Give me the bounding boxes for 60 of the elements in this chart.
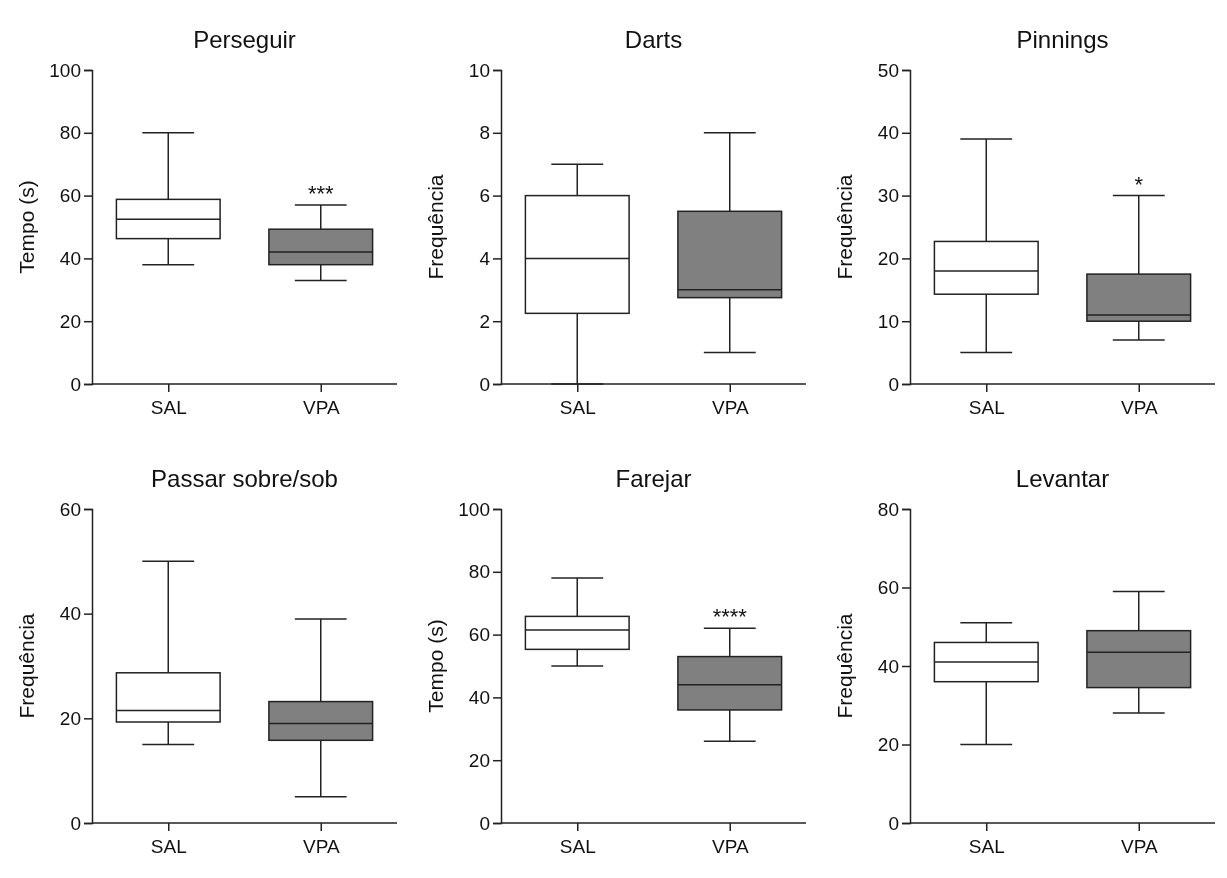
y-tick-label: 0 bbox=[479, 373, 490, 395]
y-tick-label: 40 bbox=[59, 603, 81, 625]
chart-title: Levantar bbox=[1015, 465, 1110, 492]
x-tick-label: VPA bbox=[1120, 836, 1158, 857]
y-tick-label: 6 bbox=[479, 185, 490, 207]
x-tick-label: SAL bbox=[150, 836, 187, 857]
y-tick-label: 20 bbox=[59, 707, 81, 729]
y-axis-title: Tempo (s) bbox=[424, 619, 447, 713]
chart-title: Passar sobre/sob bbox=[151, 465, 338, 492]
y-tick-label: 2 bbox=[479, 310, 490, 332]
y-tick-label: 0 bbox=[70, 812, 81, 834]
x-tick-label: SAL bbox=[559, 397, 596, 418]
y-axis-title: Frequência bbox=[833, 613, 856, 719]
x-tick-label: VPA bbox=[711, 836, 749, 857]
chart-title: Darts bbox=[624, 26, 683, 53]
annotation: **** bbox=[712, 604, 748, 630]
y-tick-label: 40 bbox=[877, 655, 899, 677]
y-axis-title: Frequência bbox=[15, 613, 38, 719]
y-axis-title: Frequência bbox=[424, 174, 447, 280]
y-tick-label: 4 bbox=[479, 247, 491, 269]
x-tick-label: VPA bbox=[302, 836, 340, 857]
x-tick-label: SAL bbox=[150, 397, 187, 418]
y-tick-label: 100 bbox=[458, 498, 490, 520]
y-tick-label: 50 bbox=[877, 59, 899, 81]
y-axis-title: Tempo (s) bbox=[15, 180, 38, 274]
y-tick-label: 40 bbox=[877, 122, 899, 144]
y-tick-label: 100 bbox=[49, 59, 81, 81]
chart-title: Pinnings bbox=[1016, 26, 1109, 53]
y-tick-label: 60 bbox=[59, 185, 81, 207]
x-tick-label: SAL bbox=[968, 397, 1005, 418]
y-tick-label: 0 bbox=[888, 373, 899, 395]
y-tick-label: 40 bbox=[59, 247, 81, 269]
y-tick-label: 40 bbox=[468, 686, 490, 708]
chart-title: Perseguir bbox=[193, 26, 296, 53]
y-tick-label: 20 bbox=[59, 310, 81, 332]
x-tick-label: SAL bbox=[559, 836, 596, 857]
y-tick-label: 8 bbox=[479, 122, 490, 144]
annotation: * bbox=[1134, 171, 1144, 197]
y-tick-label: 10 bbox=[468, 59, 490, 81]
y-tick-label: 80 bbox=[468, 561, 490, 583]
y-tick-label: 60 bbox=[59, 498, 81, 520]
x-tick-label: VPA bbox=[711, 397, 749, 418]
y-tick-label: 10 bbox=[877, 310, 899, 332]
y-tick-label: 0 bbox=[70, 373, 81, 395]
y-tick-label: 20 bbox=[468, 749, 490, 771]
x-tick-label: VPA bbox=[1120, 397, 1158, 418]
y-tick-label: 60 bbox=[877, 577, 899, 599]
y-tick-label: 0 bbox=[888, 812, 899, 834]
y-tick-label: 30 bbox=[877, 185, 899, 207]
y-tick-label: 60 bbox=[468, 624, 490, 646]
x-tick-label: SAL bbox=[968, 836, 1005, 857]
annotation: *** bbox=[307, 181, 335, 207]
y-tick-label: 80 bbox=[877, 498, 899, 520]
y-tick-label: 20 bbox=[877, 247, 899, 269]
x-tick-label: VPA bbox=[302, 397, 340, 418]
y-axis-title: Frequência bbox=[833, 174, 856, 280]
y-tick-label: 0 bbox=[479, 812, 490, 834]
y-tick-label: 20 bbox=[877, 734, 899, 756]
y-tick-label: 80 bbox=[59, 122, 81, 144]
chart-title: Farejar bbox=[615, 465, 692, 492]
